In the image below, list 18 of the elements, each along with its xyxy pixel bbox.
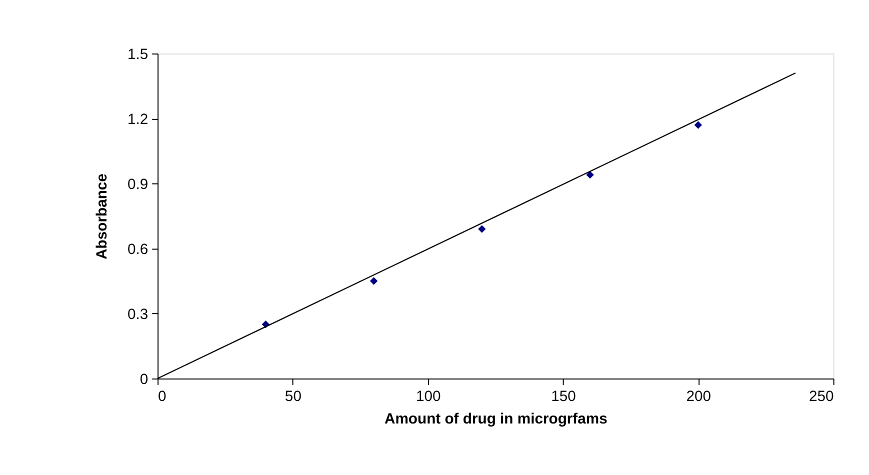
point [370,277,378,285]
y-tick-label: 0.6 [127,242,148,258]
point [478,225,486,233]
x-tick-label: 50 [284,388,302,405]
y-tick-label: 1.2 [127,112,148,128]
x-tick-label: 100 [416,388,441,405]
point [694,121,702,129]
y-axis-title: Absorbance [94,174,111,260]
x-tick-label: 200 [686,388,712,405]
point [586,171,594,179]
x-tick-label: 150 [551,388,576,405]
x-tick-label: 0 [158,388,166,405]
y-tick-label: 1.5 [127,46,148,63]
y-tick-label: 0 [140,372,148,388]
x-tick-label: 250 [809,388,834,405]
y-tick-label: 0.3 [127,306,148,323]
y-tick-label: 0.9 [127,176,148,193]
x-axis-title: Amount of drug in microgrfams [384,412,608,428]
